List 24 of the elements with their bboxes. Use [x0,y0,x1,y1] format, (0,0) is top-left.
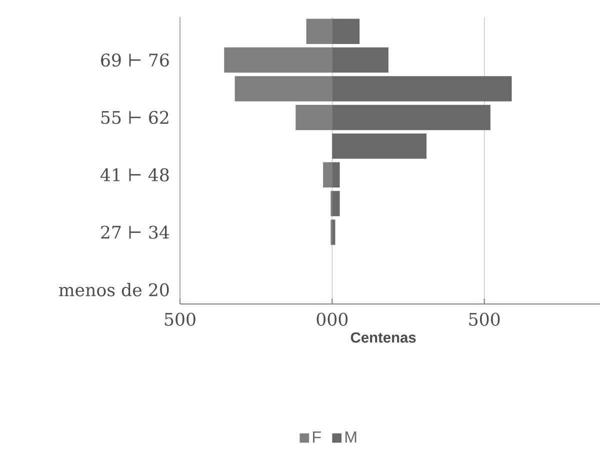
x-tick-label: 500 [469,312,500,326]
y-tick-label: menos de 20 [58,282,169,296]
bar [332,18,360,44]
bar [224,47,332,73]
y-tick-label: 55 ⊢ 62 [101,110,168,124]
x-tick-label: 000 [316,312,348,326]
bar [306,18,332,44]
bar [332,104,490,130]
y-tick-label: 27 ⊢ 34 [101,226,170,239]
bar [323,162,332,188]
legend-label: F [313,432,321,443]
bar [332,190,340,216]
y-tick-label: 69 ⊢ 76 [101,53,169,67]
bar [296,104,332,130]
x-axis-title: Centenas [350,332,416,343]
x-tick-label: 500 [164,312,196,326]
bar [332,162,340,188]
y-tick-label: 41 ⊢ 48 [100,168,169,182]
bar [332,220,336,245]
bar [332,134,427,159]
bar [332,47,388,73]
bar [234,76,332,102]
bar [332,76,512,102]
legend-label: M [345,432,356,443]
